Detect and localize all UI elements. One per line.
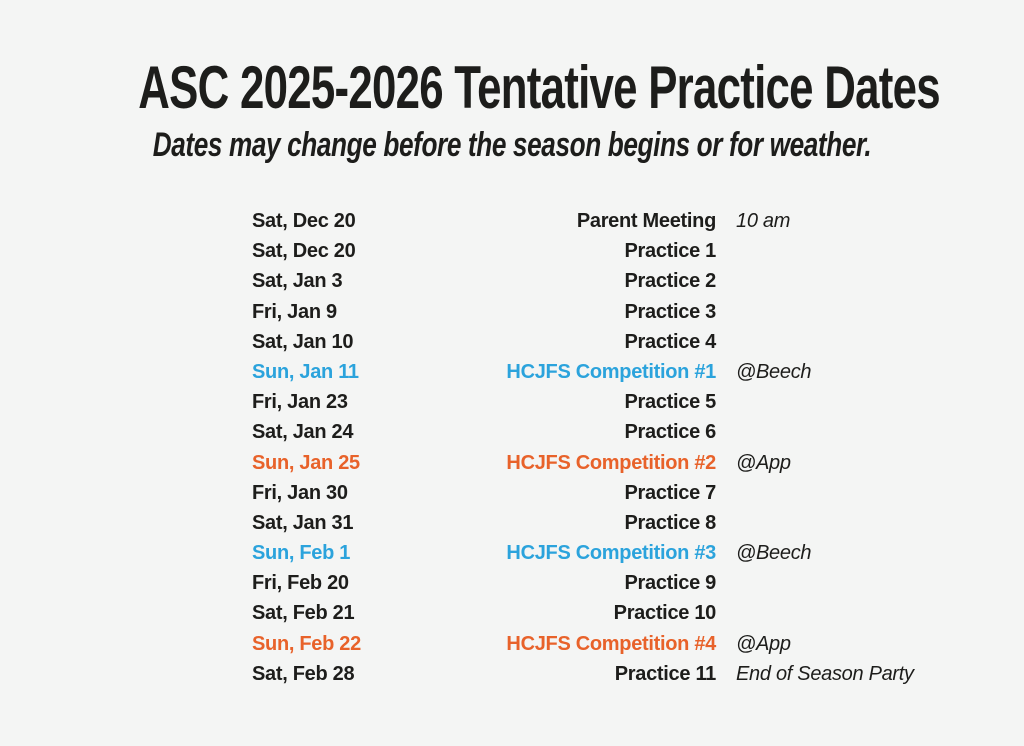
schedule-row: Sat, Jan 24 Practice 6 [252,417,972,447]
note-cell: End of Season Party [736,662,914,685]
schedule-row: Sun, Jan 11 HCJFS Competition #1 @Beech [252,357,972,387]
date-cell: Fri, Feb 20 [252,572,349,595]
event-cell: Practice 2 [624,270,716,293]
date-cell: Sat, Dec 20 [252,240,356,263]
event-cell: Practice 11 [614,662,717,685]
note-cell [716,598,972,628]
schedule-row: Sun, Jan 25 HCJFS Competition #2 @App [252,448,972,478]
schedule-row: Fri, Feb 20 Practice 9 [252,568,972,598]
note-cell [716,236,972,266]
note-cell [716,266,972,296]
event-cell: HCJFS Competition #3 [506,542,716,565]
date-cell: Sat, Jan 31 [252,511,354,534]
date-cell: Fri, Jan 23 [252,391,348,414]
event-cell: Practice 9 [624,572,716,595]
schedule-table: Sat, Dec 20 Parent Meeting 10 am Sat, Dec 2… [252,206,972,689]
page-title: ASC 2025-2026 Tentative Practice Dates [138,54,940,121]
schedule-row: Fri, Jan 23 Practice 5 [252,387,972,417]
note-cell [716,387,972,417]
note-cell: @App [736,632,791,655]
event-cell: Practice 10 [613,602,717,625]
event-cell: Practice 3 [624,300,716,323]
event-cell: Parent Meeting [576,210,716,232]
note-cell [716,508,972,538]
date-cell: Sat, Jan 3 [252,270,343,293]
schedule-row: Sat, Dec 20 Practice 1 [252,236,972,266]
schedule-row: Sat, Dec 20 Parent Meeting 10 am [252,206,972,236]
date-cell: Sun, Jan 11 [252,360,359,383]
event-cell: Practice 8 [624,511,716,534]
date-cell: Sat, Jan 10 [252,330,354,353]
event-cell: Practice 6 [624,421,716,444]
note-cell [716,297,972,327]
note-cell [716,327,972,357]
note-cell: @Beech [736,360,812,383]
event-cell: HCJFS Competition #4 [506,632,716,655]
schedule-row: Sun, Feb 22 HCJFS Competition #4 @App [252,629,972,659]
note-cell: @Beech [736,542,812,565]
event-cell: Practice 4 [624,330,716,353]
date-cell: Sat, Feb 28 [252,662,355,685]
schedule-row: Sat, Feb 21 Practice 10 [252,598,972,628]
event-cell: Practice 1 [624,240,716,263]
schedule-row: Sun, Feb 1 HCJFS Competition #3 @Beech [252,538,972,568]
schedule-row: Fri, Jan 9 Practice 3 [252,297,972,327]
date-cell: Sat, Feb 21 [252,602,355,625]
date-cell: Sun, Jan 25 [252,451,360,474]
note-cell: 10 am [736,210,791,232]
event-cell: Practice 5 [624,391,716,414]
note-cell [716,478,972,508]
schedule-row: Fri, Jan 30 Practice 7 [252,478,972,508]
schedule-row: Sat, Jan 31 Practice 8 [252,508,972,538]
date-cell: Sun, Feb 22 [252,632,361,655]
schedule-row: Sat, Jan 10 Practice 4 [252,327,972,357]
schedule-row: Sat, Jan 3 Practice 2 [252,266,972,296]
note-cell [716,568,972,598]
event-cell: Practice 7 [624,481,716,504]
note-cell [716,417,972,447]
date-cell: Sat, Dec 20 [252,210,356,232]
date-cell: Fri, Jan 30 [252,481,348,504]
event-cell: HCJFS Competition #1 [506,360,716,383]
date-cell: Sat, Jan 24 [252,421,354,444]
event-cell: HCJFS Competition #2 [506,451,716,474]
schedule-row: Sat, Feb 28 Practice 11 End of Season Part… [252,659,972,689]
note-cell: @App [736,451,791,474]
page-subtitle: Dates may change before the season begin… [152,126,872,164]
date-cell: Sun, Feb 1 [252,542,351,565]
date-cell: Fri, Jan 9 [252,300,337,323]
